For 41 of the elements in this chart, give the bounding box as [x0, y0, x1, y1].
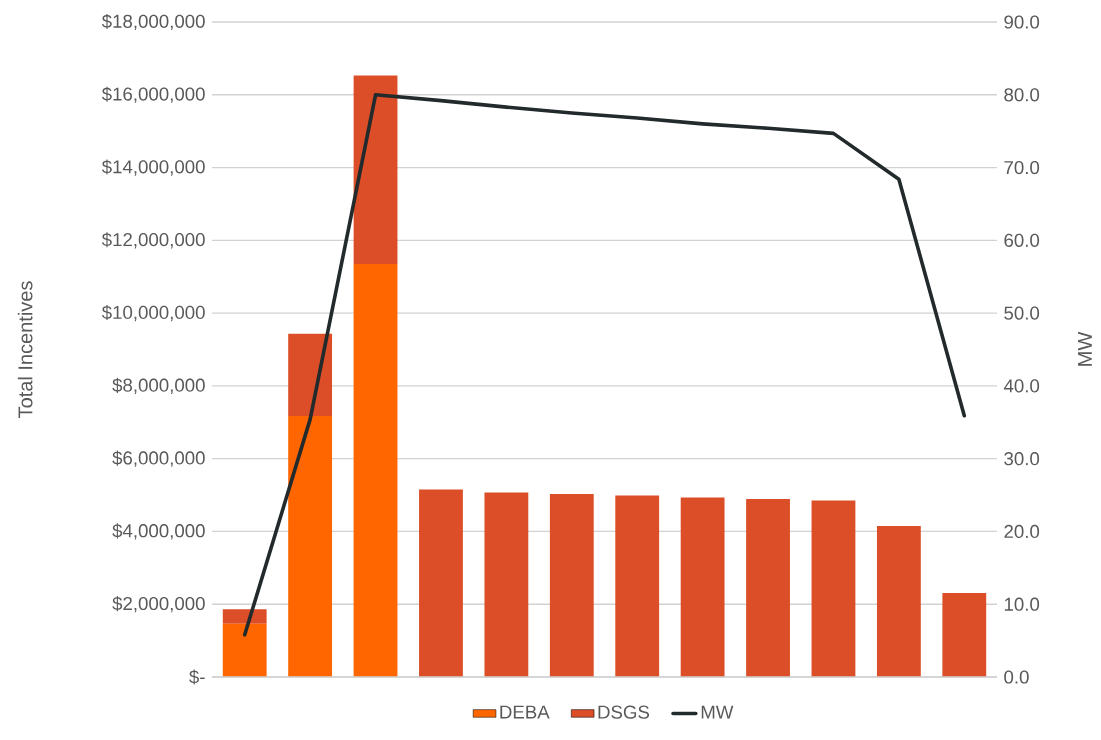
- bar: [353, 75, 398, 264]
- y-tick-label: $-: [189, 669, 205, 685]
- y2-tick-label: 20.0: [1004, 524, 1040, 539]
- y-tick-label: $14,000,000: [101, 159, 205, 176]
- bar: [484, 492, 529, 677]
- bar: [222, 609, 267, 624]
- bar: [353, 263, 398, 677]
- y2-axis-title: MW: [1078, 331, 1092, 366]
- y2-tick-label: 40.0: [1003, 379, 1040, 393]
- y-tick-label: $18,000,000: [101, 13, 205, 31]
- bar: [680, 497, 725, 677]
- y-tick-label: $6,000,000: [112, 450, 205, 467]
- y2-tick-label: 10.0: [1004, 597, 1040, 611]
- y-tick-label: $16,000,000: [101, 86, 205, 103]
- y2-tick-label: 80.0: [1004, 88, 1040, 102]
- y-tick-label: $10,000,000: [101, 305, 205, 322]
- bar: [615, 495, 660, 677]
- legend-label: MW: [701, 705, 734, 719]
- y2-tick-label: 50.0: [1004, 306, 1040, 320]
- bar: [549, 493, 594, 677]
- bar: [746, 499, 790, 677]
- legend-label: DSGS: [598, 705, 650, 719]
- y2-tick-label: 0.0: [1004, 670, 1029, 684]
- y2-tick-label: 60.0: [1004, 233, 1040, 247]
- line-series: [242, 92, 967, 637]
- y-tick-label: $8,000,000: [112, 377, 205, 394]
- y-tick-label: $4,000,000: [112, 523, 205, 540]
- y-tick-label: $2,000,000: [112, 596, 205, 613]
- bar: [288, 416, 333, 677]
- y2-tick-label: 70.0: [1004, 160, 1040, 175]
- legend-label: DEBA: [500, 705, 550, 719]
- bar: [222, 623, 267, 677]
- y-axis-title: Total Incentives: [17, 281, 33, 418]
- bar: [419, 489, 463, 677]
- y2-tick-label: 30.0: [1004, 452, 1040, 466]
- y2-tick-label: 90.0: [1004, 15, 1040, 29]
- bar: [811, 500, 856, 677]
- bar: [942, 592, 987, 677]
- y-tick-label: $12,000,000: [101, 232, 205, 249]
- bar: [876, 525, 921, 677]
- bar: [288, 333, 333, 417]
